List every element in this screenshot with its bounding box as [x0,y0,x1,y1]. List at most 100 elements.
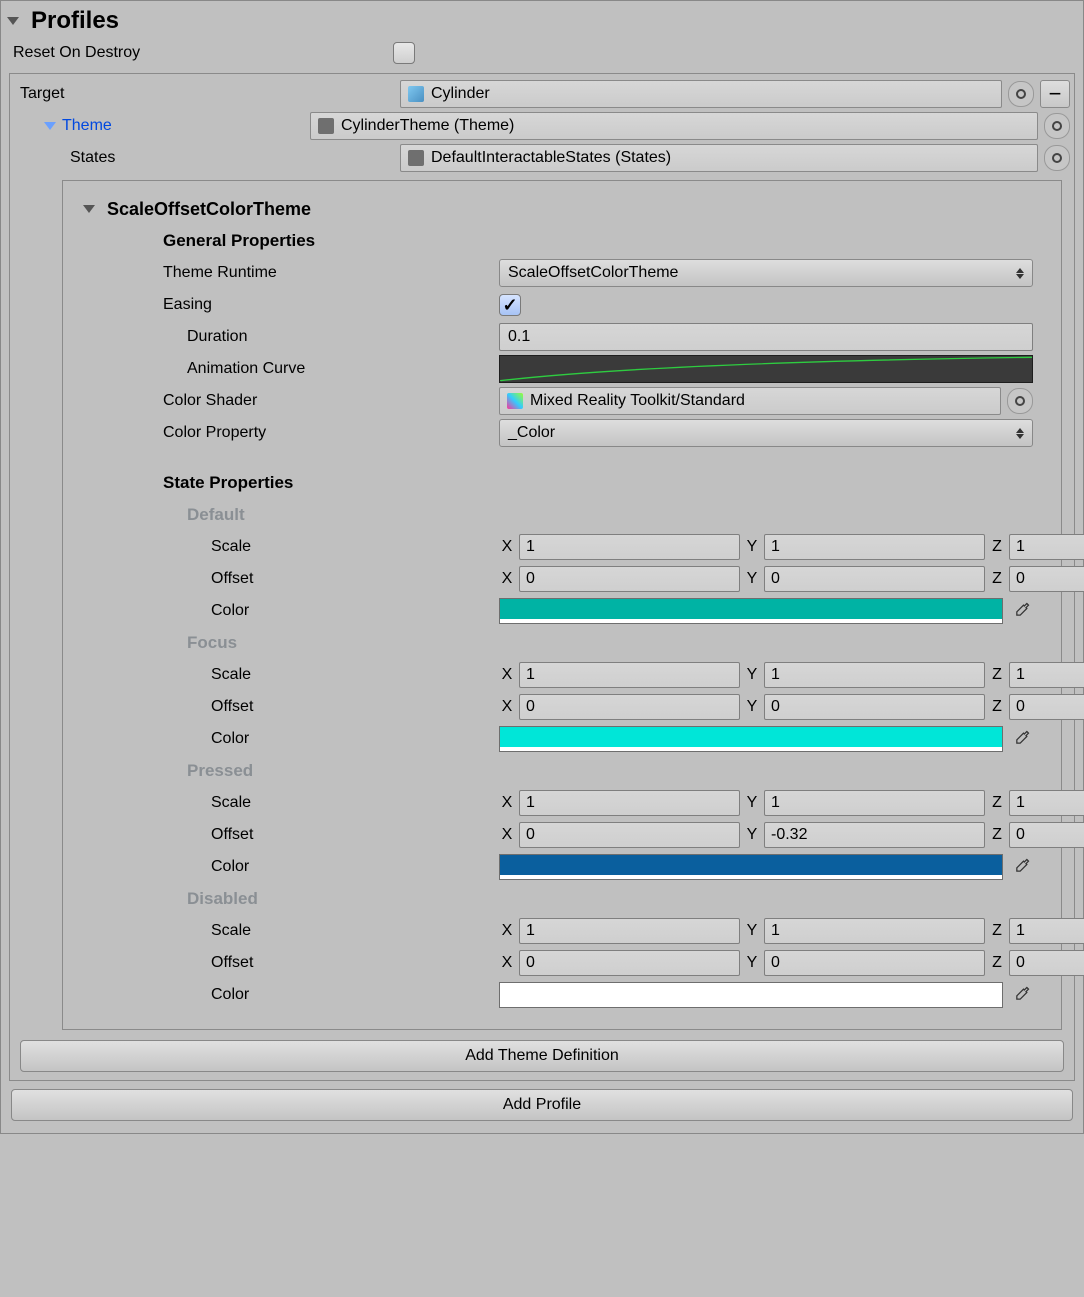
duration-row: Duration [163,321,1033,353]
target-picker-button[interactable] [1008,81,1034,107]
states-picker-button[interactable] [1044,145,1070,171]
theme-value: CylinderTheme (Theme) [341,117,1031,135]
animation-curve-field[interactable] [499,355,1033,383]
reset-on-destroy-label: Reset On Destroy [7,44,387,62]
theme-field[interactable]: CylinderTheme (Theme) [310,112,1038,140]
easing-checkbox[interactable] [499,294,521,316]
states-field[interactable]: DefaultInteractableStates (States) [400,144,1038,172]
scale-label: Scale [163,922,493,940]
color-swatch[interactable] [499,598,1003,624]
z-label: Z [989,698,1005,716]
states-asset-icon [407,149,425,167]
theme-runtime-row: Theme Runtime ScaleOffsetColorTheme [163,257,1033,289]
remove-profile-button[interactable]: − [1040,80,1070,108]
eyedropper-icon[interactable] [1009,983,1033,1007]
scale-row: Scale X Y Z [163,659,1033,691]
scale-label: Scale [163,666,493,684]
offset-y-input[interactable] [764,566,985,592]
offset-row: Offset X Y Z [163,691,1033,723]
state-properties-title: State Properties [163,473,493,493]
color-swatch[interactable] [499,854,1003,880]
scale-x-input[interactable] [519,918,740,944]
scale-x-input[interactable] [519,790,740,816]
offset-y-input[interactable] [764,822,985,848]
z-label: Z [989,570,1005,588]
offset-y-input[interactable] [764,950,985,976]
themedef-title: ScaleOffsetColorTheme [107,199,311,220]
z-label: Z [989,666,1005,684]
offset-row: Offset X Y Z [163,947,1033,979]
state-name-label: Disabled [163,889,493,909]
scale-row: Scale X Y Z [163,915,1033,947]
state-name-label: Default [163,505,493,525]
color-row: Color [163,851,1033,883]
eyedropper-icon[interactable] [1009,727,1033,751]
offset-z-input[interactable] [1009,694,1084,720]
offset-label: Offset [163,826,493,844]
add-theme-definition-button[interactable]: Add Theme Definition [20,1040,1064,1072]
y-label: Y [744,922,760,940]
color-shader-field[interactable]: Mixed Reality Toolkit/Standard [499,387,1001,415]
reset-on-destroy-row: Reset On Destroy [7,37,1077,69]
color-swatch[interactable] [499,726,1003,752]
z-label: Z [989,922,1005,940]
eyedropper-icon[interactable] [1009,855,1033,879]
offset-x-input[interactable] [519,950,740,976]
states-label: States [14,149,394,167]
profiles-foldout[interactable] [7,12,25,30]
scale-z-input[interactable] [1009,662,1084,688]
color-shader-row: Color Shader Mixed Reality Toolkit/Stand… [163,385,1033,417]
easing-row: Easing [163,289,1033,321]
offset-label: Offset [163,954,493,972]
scale-z-input[interactable] [1009,918,1084,944]
color-label: Color [163,602,493,620]
themedef-foldout[interactable] [83,200,101,218]
panel-title: Profiles [31,7,119,35]
color-swatch[interactable] [499,982,1003,1008]
x-label: X [499,698,515,716]
offset-label: Offset [163,698,493,716]
states-row: States DefaultInteractableStates (States… [14,142,1070,174]
color-row: Color [163,595,1033,627]
offset-x-input[interactable] [519,694,740,720]
state-name-label: Focus [163,633,493,653]
dropdown-arrows-icon [1016,428,1024,439]
color-shader-picker-button[interactable] [1007,388,1033,414]
target-field[interactable]: Cylinder [400,80,1002,108]
x-label: X [499,954,515,972]
reset-on-destroy-checkbox[interactable] [393,42,415,64]
offset-z-input[interactable] [1009,950,1084,976]
color-property-row: Color Property _Color [163,417,1033,449]
color-row: Color [163,979,1033,1011]
scale-y-input[interactable] [764,918,985,944]
cube-icon [407,85,425,103]
theme-asset-icon [317,117,335,135]
scale-y-input[interactable] [764,534,985,560]
color-shader-label: Color Shader [163,392,493,410]
scale-y-input[interactable] [764,790,985,816]
easing-label: Easing [163,296,493,314]
theme-picker-button[interactable] [1044,113,1070,139]
theme-runtime-dropdown[interactable]: ScaleOffsetColorTheme [499,259,1033,287]
scale-x-input[interactable] [519,662,740,688]
offset-z-input[interactable] [1009,822,1084,848]
scale-z-input[interactable] [1009,790,1084,816]
y-label: Y [744,698,760,716]
scale-y-input[interactable] [764,662,985,688]
offset-y-input[interactable] [764,694,985,720]
color-property-dropdown[interactable]: _Color [499,419,1033,447]
x-label: X [499,794,515,812]
offset-row: Offset X Y Z [163,819,1033,851]
x-label: X [499,666,515,684]
themedef-header: ScaleOffsetColorTheme [83,193,1033,225]
scale-row: Scale X Y Z [163,531,1033,563]
offset-x-input[interactable] [519,822,740,848]
offset-x-input[interactable] [519,566,740,592]
scale-z-input[interactable] [1009,534,1084,560]
offset-z-input[interactable] [1009,566,1084,592]
x-label: X [499,538,515,556]
eyedropper-icon[interactable] [1009,599,1033,623]
add-profile-button[interactable]: Add Profile [11,1089,1073,1121]
duration-input[interactable] [499,323,1033,351]
scale-x-input[interactable] [519,534,740,560]
